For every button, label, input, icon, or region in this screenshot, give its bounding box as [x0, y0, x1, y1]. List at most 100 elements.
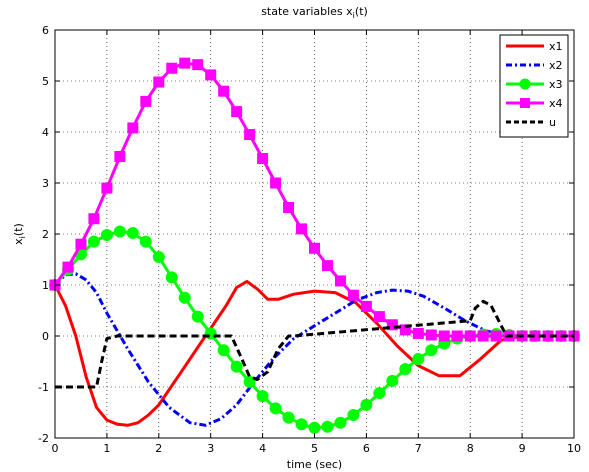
data-point: [88, 213, 100, 225]
x-tick-label: 8: [467, 442, 474, 455]
data-point: [309, 242, 320, 254]
data-point: [243, 375, 256, 388]
series-x4: [49, 57, 580, 342]
data-point: [62, 261, 74, 273]
data-point: [230, 360, 243, 373]
x-tick-label: 3: [207, 442, 214, 455]
data-point: [321, 260, 333, 272]
data-point: [217, 344, 230, 357]
data-point: [191, 310, 204, 323]
data-point: [140, 95, 152, 107]
legend-box: [499, 34, 569, 138]
legend-entry-x1: x1: [506, 40, 563, 53]
legend: x1 x2 x3 x4 u: [499, 34, 569, 138]
data-point: [231, 106, 243, 118]
data-point: [282, 411, 295, 424]
x-tick-label: 0: [52, 442, 59, 455]
data-point: [360, 398, 373, 411]
y-axis-label: xi(t): [12, 223, 27, 245]
data-point: [270, 177, 282, 189]
x-tick-label: 2: [155, 442, 162, 455]
series-lines: [49, 57, 580, 434]
data-point: [218, 85, 230, 97]
y-tick-label: 4: [42, 126, 49, 139]
data-point: [126, 226, 139, 239]
data-point: [295, 418, 308, 431]
data-point: [386, 319, 398, 331]
data-point: [334, 416, 347, 429]
chart-title: state variables xi(t): [261, 5, 368, 20]
data-point: [166, 62, 178, 74]
x-tick-label: 7: [415, 442, 422, 455]
legend-entry-x2: x2: [506, 59, 563, 72]
data-point: [296, 223, 308, 235]
x-tick-label: 1: [103, 442, 110, 455]
data-point: [165, 271, 178, 284]
data-point: [87, 235, 100, 248]
data-point: [113, 225, 126, 238]
series-u: [55, 299, 574, 389]
data-point: [321, 420, 334, 433]
y-tick-label: -2: [38, 432, 49, 445]
data-point: [425, 344, 438, 357]
data-point: [464, 330, 476, 342]
x-tick-label: 10: [567, 442, 581, 455]
data-point: [425, 329, 437, 341]
x-axis-label: time (sec): [287, 458, 342, 471]
data-point: [399, 363, 412, 376]
data-point: [152, 250, 165, 263]
data-point: [205, 69, 217, 81]
legend-marker: [520, 98, 530, 108]
data-point: [114, 150, 126, 162]
series-line-u: [55, 299, 574, 389]
y-tick-label: 3: [42, 177, 49, 190]
series-line-x1: [53, 279, 574, 427]
data-point: [490, 330, 502, 342]
legend-label: x3: [549, 78, 563, 91]
data-point: [386, 374, 399, 387]
x-tick-label: 6: [363, 442, 370, 455]
axis-ticks: 0 1 2 3 4 5 6 7 8 9 10 -2 -1 0 1 2 3 4 5 6: [38, 24, 581, 455]
data-point: [477, 330, 489, 342]
data-point: [179, 57, 191, 69]
series-line-x2: [53, 272, 574, 427]
data-point: [257, 153, 269, 165]
series-x1: [53, 279, 574, 427]
y-tick-label: 6: [42, 24, 49, 37]
data-point: [373, 387, 386, 400]
data-point: [308, 421, 321, 434]
data-point: [347, 409, 360, 422]
series-x2: [53, 272, 574, 427]
data-point: [101, 182, 113, 194]
legend-entry-x4: x4: [506, 97, 563, 110]
y-tick-label: 5: [42, 75, 49, 88]
legend-entry-u: u: [506, 116, 556, 129]
legend-label: x1: [549, 40, 563, 53]
data-point: [334, 275, 346, 287]
legend-marker: [519, 78, 531, 90]
x-tick-label: 4: [259, 442, 266, 455]
data-point: [412, 327, 424, 339]
data-point: [127, 122, 139, 134]
data-point: [256, 390, 269, 403]
data-point: [178, 291, 191, 304]
data-point: [373, 311, 385, 323]
legend-entry-x3: x3: [506, 78, 563, 91]
data-point: [283, 201, 295, 213]
legend-label: x4: [549, 97, 563, 110]
data-point: [412, 352, 425, 365]
data-point: [192, 59, 204, 71]
x-tick-label: 9: [519, 442, 526, 455]
data-point: [451, 330, 463, 342]
data-point: [347, 289, 359, 301]
x-tick-label: 5: [311, 442, 318, 455]
y-tick-label: 0: [42, 330, 49, 343]
data-point: [139, 235, 152, 248]
data-point: [244, 129, 256, 141]
data-point: [360, 300, 372, 312]
data-point: [75, 238, 87, 250]
y-tick-label: 1: [42, 279, 49, 292]
data-point: [438, 330, 450, 342]
data-point: [269, 402, 282, 415]
